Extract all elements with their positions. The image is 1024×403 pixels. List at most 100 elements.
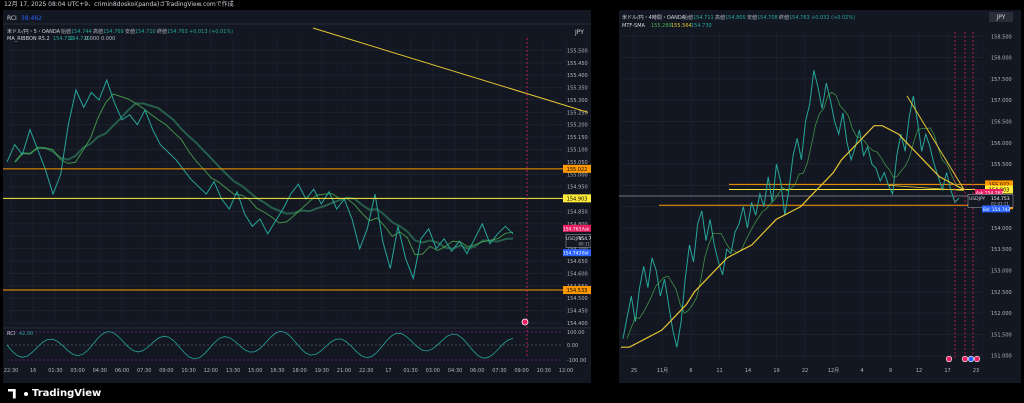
chart-left-pane[interactable]: RCI 38.462 155.500 155.450 155.400 155.350 155…: [3, 10, 597, 383]
ohlc-high: 154.805: [725, 15, 746, 21]
ohlc-change: +0.032 (+0.02%): [811, 15, 855, 21]
y-tick-label: 155.500: [991, 162, 1012, 168]
x-tick-label: 01:30: [403, 368, 417, 374]
x-tick-label: 22:30: [4, 368, 18, 374]
y-tick-label: 155.350: [567, 86, 588, 92]
x-tick-label: 12:00: [204, 368, 218, 374]
ribbon-value: 154.710: [53, 36, 74, 42]
y-tick-label: 156.500: [991, 119, 1012, 125]
chart-right-pane[interactable]: 158.500 158.000 157.500 157.000 156.500 156.0…: [619, 10, 1021, 383]
y-tick-label: 158.500: [991, 34, 1012, 40]
mtf-value: 154.730: [691, 23, 712, 29]
bid-price: 154.743: [992, 207, 1011, 213]
footer-bar: TradingView: [0, 383, 1024, 403]
y-tick-label: 154.950: [567, 185, 588, 191]
chart-left-svg[interactable]: RCI 38.462 155.500 155.450 155.400 155.350 155…: [3, 10, 597, 383]
y-tick-label: 154.400: [567, 321, 588, 327]
trendline-down: [906, 95, 965, 190]
y-tick-label: 155.450: [567, 61, 588, 67]
x-tick-label: 21:00: [337, 368, 351, 374]
currency-label: JPY: [996, 14, 1006, 21]
x-tick-label: 12月: [828, 368, 839, 374]
x-tick-label: 23: [973, 368, 979, 374]
ohlc-low: 154.708: [757, 15, 778, 21]
ask-tag-label: Ask: [582, 226, 590, 231]
mtf-value: 155.289: [651, 23, 672, 29]
last-price: 154.753: [579, 236, 592, 242]
y-tick-label: 152.500: [991, 290, 1012, 296]
countdown: 02:03:11: [991, 201, 1009, 206]
y-tick-label: 154.850: [567, 209, 588, 215]
level-tag-label: 155.022: [989, 182, 1010, 188]
x-tick-label: 06:00: [470, 368, 484, 374]
x-tick-label: 10:30: [537, 368, 551, 374]
ohlc-open-label: 始値: [61, 28, 71, 35]
ohlc-low-label: 安値: [747, 14, 757, 21]
x-tick-label: 09:00: [159, 368, 173, 374]
sub-tick-label: -100.00: [567, 358, 586, 364]
ask-price: 154.763: [563, 226, 582, 232]
ask-price-bg: [563, 224, 581, 232]
level-tag-bg: [563, 286, 591, 295]
y-tick-label: 155.000: [567, 172, 588, 178]
x-tick-label: 9: [889, 368, 892, 374]
chart-title: 米ドル/円・4時間・OANDA: [622, 14, 686, 21]
event-marker-icon: [973, 355, 981, 363]
y-tick-label: 153.500: [991, 247, 1012, 253]
ask-price-bg: [985, 189, 1003, 197]
bid-price-bg: [563, 249, 581, 257]
ohlc-close: 154.763: [789, 15, 810, 21]
ohlc-low: 154.710: [135, 29, 156, 35]
y-tick-label: 157.000: [991, 98, 1012, 104]
ma-ribbon-slow: [14, 102, 514, 250]
y-tick-label: 152.000: [991, 311, 1012, 317]
bid-tag-bg: [982, 205, 992, 213]
x-tick-label: 18:00: [292, 368, 306, 374]
ohlc-high-label: 高値: [93, 28, 103, 35]
level-tag-bg: [985, 180, 1013, 189]
ohlc-close: 154.763: [167, 29, 188, 35]
level-tag-label: 155.022: [567, 167, 588, 173]
ohlc-change: +0.013 (+0.01%): [189, 29, 233, 35]
ribbon-value: 0.000: [85, 36, 99, 42]
sma-line: [621, 125, 965, 348]
mtf-value: 155.564: [671, 23, 692, 29]
bid-price: 154.743: [563, 251, 582, 257]
event-marker-icon: [521, 318, 529, 326]
currency-label: JPY: [574, 29, 584, 36]
ask-tag-label: Ask: [976, 191, 984, 196]
x-tick-label: 15:00: [248, 368, 262, 374]
short-ma-line: [626, 91, 960, 339]
event-marker-icon: [961, 355, 969, 363]
ribbon-name: MA_RIBBON R5.2: [7, 36, 50, 42]
x-tick-label: 03:00: [70, 368, 84, 374]
tradingview-brand: TradingView: [32, 388, 102, 399]
y-tick-label: 155.200: [567, 123, 588, 129]
x-tick-label: 17: [944, 368, 950, 374]
trendline-flat: [888, 184, 965, 191]
y-tick-label: 155.500: [567, 48, 588, 54]
ohlc-open-label: 始値: [683, 14, 693, 21]
x-tick-label: 25: [631, 368, 637, 374]
level-tag-bg: [563, 164, 591, 173]
x-tick-label: 01:30: [48, 368, 62, 374]
y-tick-label: 154.450: [567, 309, 588, 315]
tradingview-logo[interactable]: TradingView: [8, 388, 101, 399]
y-tick-label: 155.300: [567, 98, 588, 104]
x-tick-label: 03:00: [426, 368, 440, 374]
bid-tag-label: Bid: [983, 207, 990, 212]
ohlc-high: 154.769: [103, 29, 124, 35]
sub-rci-line: [6, 330, 514, 360]
x-tick-label: 10:30: [181, 368, 195, 374]
y-tick-label: 151.500: [991, 332, 1012, 338]
y-tick-label: 153.000: [991, 269, 1012, 275]
symbol-label: USDJPY: [969, 196, 986, 202]
chart-right-svg[interactable]: 158.500 158.000 157.500 157.000 156.500 156.0…: [619, 10, 1021, 383]
header-caption: 12月 17, 2025 08:04 UTC+9、crimin8doskoi(p…: [4, 1, 234, 8]
x-tick-label: 07:30: [492, 368, 506, 374]
y-tick-label: 155.400: [567, 73, 588, 79]
symbol-label: USDJPY: [566, 236, 583, 242]
x-tick-label: 11: [716, 368, 722, 374]
top-rci-value: 38.462: [21, 15, 42, 22]
sub-tick-label: 100.00: [567, 330, 585, 336]
